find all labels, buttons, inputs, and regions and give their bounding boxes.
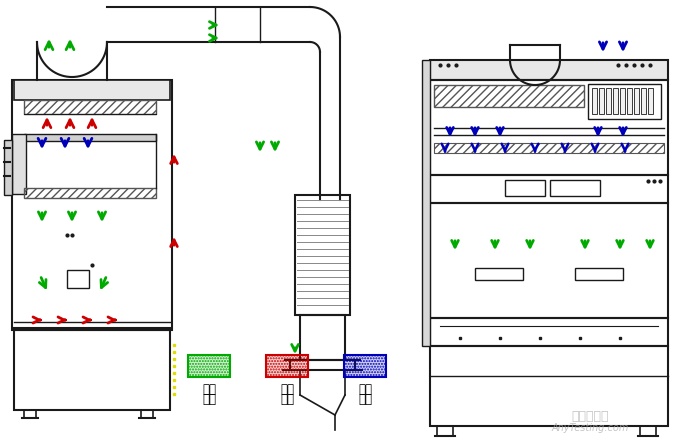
Bar — [634, 88, 639, 114]
Bar — [24, 188, 156, 198]
Bar — [575, 268, 623, 280]
Bar — [588, 84, 661, 119]
Bar — [475, 268, 523, 280]
Bar — [188, 355, 230, 377]
Bar — [295, 195, 350, 315]
Text: 嘉峪检测网: 嘉峪检测网 — [571, 410, 609, 423]
Bar — [627, 88, 632, 114]
Bar — [434, 143, 664, 153]
Bar — [12, 80, 172, 330]
Text: 气流: 气流 — [202, 393, 216, 406]
Bar — [141, 410, 153, 418]
Bar — [648, 88, 653, 114]
Bar — [14, 330, 170, 410]
Bar — [430, 203, 668, 318]
Bar — [12, 134, 26, 194]
Bar — [422, 60, 430, 346]
Bar — [430, 346, 668, 426]
Bar — [4, 140, 12, 195]
Bar — [434, 85, 584, 107]
Bar — [640, 426, 656, 436]
Bar — [24, 134, 156, 141]
Bar — [344, 355, 386, 377]
Bar — [430, 60, 668, 80]
Bar — [505, 180, 545, 196]
Text: 室内: 室内 — [358, 383, 372, 396]
Bar — [67, 270, 89, 288]
Bar — [24, 410, 36, 418]
Text: 气流: 气流 — [358, 393, 372, 406]
Bar — [606, 88, 611, 114]
Bar — [613, 88, 618, 114]
Text: 气流: 气流 — [280, 393, 294, 406]
Text: AnyTesting.com: AnyTesting.com — [551, 423, 629, 433]
Bar — [592, 88, 597, 114]
Bar — [14, 80, 170, 100]
Bar — [266, 355, 308, 377]
Bar — [641, 88, 646, 114]
Bar — [430, 175, 668, 203]
Bar — [300, 315, 345, 360]
Bar — [550, 180, 600, 196]
Bar — [188, 355, 230, 377]
Bar — [599, 88, 604, 114]
Bar — [437, 426, 453, 436]
Bar — [344, 355, 386, 377]
Bar — [430, 80, 668, 175]
Bar — [620, 88, 625, 114]
Bar — [24, 100, 156, 114]
Bar — [266, 355, 308, 377]
Bar — [430, 318, 668, 346]
Text: 洁净: 洁净 — [202, 383, 216, 396]
Text: 污染: 污染 — [280, 383, 294, 396]
